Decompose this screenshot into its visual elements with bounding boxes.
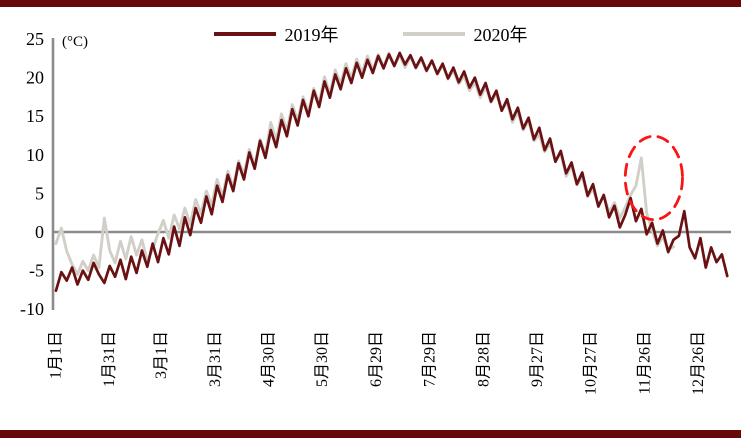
y-tick-label: 15 — [26, 106, 44, 126]
y-tick-label: 20 — [26, 68, 44, 88]
legend-item-2020: 2020年 — [402, 21, 528, 47]
y-tick-label: 5 — [35, 183, 44, 203]
legend-swatch-2019-icon — [213, 32, 276, 36]
x-tick-label: 3月31日 — [207, 331, 224, 387]
y-tick-label: -5 — [29, 261, 44, 281]
highlight-ellipse-annotation — [623, 134, 684, 222]
x-tick-label: 10月27日 — [583, 331, 600, 395]
x-tick-label: 6月29日 — [368, 331, 385, 387]
y-tick-label: -10 — [20, 299, 44, 319]
series-line-2020 — [54, 51, 675, 276]
y-tick-label: 25 — [26, 29, 44, 49]
legend-label-2019: 2019年 — [284, 25, 339, 45]
x-tick-label: 12月26日 — [690, 331, 707, 395]
y-axis-unit-label: (°C) — [62, 34, 88, 50]
x-tick-label: 4月30日 — [261, 331, 278, 387]
x-tick-label: 7月29日 — [422, 331, 439, 387]
x-tick-label: 8月28日 — [475, 331, 492, 387]
x-tick-label: 9月27日 — [529, 331, 546, 387]
legend-item-2019: 2019年 — [213, 21, 339, 47]
x-tick-label: 1月31日 — [101, 331, 118, 387]
x-tick-label: 3月1日 — [153, 331, 170, 379]
x-tick-label: 11月26日 — [636, 331, 653, 394]
y-tick-label: 10 — [26, 145, 44, 165]
series-line-2019 — [54, 51, 729, 293]
y-tick-label: 0 — [35, 222, 44, 242]
chart-legend: 2019年 2020年 — [0, 21, 741, 47]
x-tick-label: 5月30日 — [314, 331, 331, 387]
legend-swatch-2020-icon — [402, 32, 465, 36]
top-bar — [0, 0, 741, 7]
bottom-bar — [0, 430, 741, 438]
x-tick-label: 1月1日 — [48, 331, 65, 379]
legend-label-2020: 2020年 — [473, 25, 528, 45]
